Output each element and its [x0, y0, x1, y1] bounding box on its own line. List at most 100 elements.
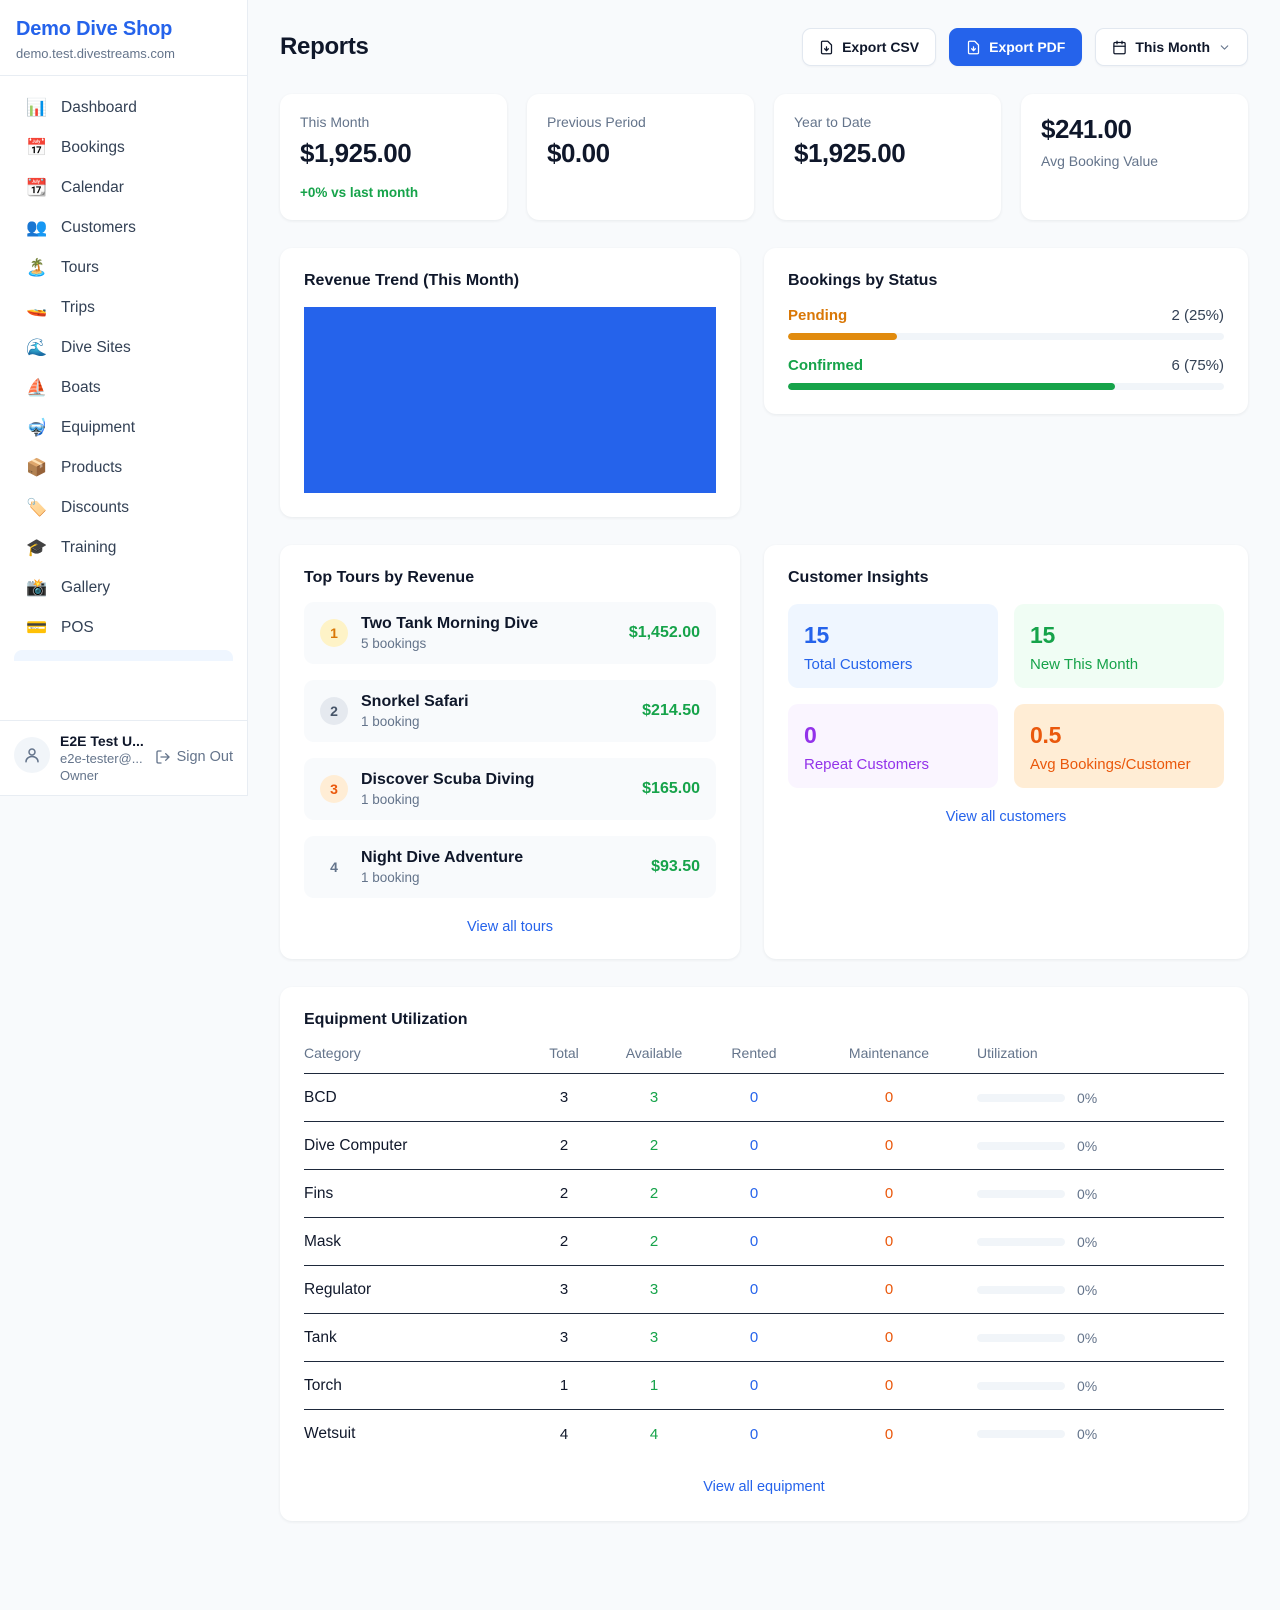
equipment-maintenance: 0: [884, 1425, 894, 1443]
diving-mask-icon: 🤿: [26, 418, 48, 438]
utilization-label: 0%: [1077, 1377, 1098, 1394]
equipment-category: Regulator: [304, 1280, 372, 1298]
sidebar-item-equipment[interactable]: 🤿 Equipment: [12, 408, 235, 448]
utilization-bar: [977, 1381, 1065, 1390]
calendar-icon: 📆: [26, 178, 48, 198]
equipment-maintenance: 0: [884, 1185, 894, 1202]
equipment-rented: 0: [749, 1329, 759, 1346]
sidebar-item-label: Dashboard: [61, 99, 137, 116]
logout-icon: [155, 750, 170, 764]
tour-bookings: 1 booking: [361, 792, 420, 807]
tile-label: Total Customers: [804, 656, 913, 673]
stat-label: This Month: [300, 114, 370, 130]
credit-card-icon: 💳: [26, 618, 48, 638]
sidebar-nav: 📊 Dashboard 📅 Bookings 📆 Calendar 👥 Cust…: [0, 76, 247, 720]
view-all-equipment-link[interactable]: View all equipment: [703, 1479, 825, 1495]
utilization-label: 0%: [1077, 1185, 1098, 1202]
view-all-tours-link[interactable]: View all tours: [467, 919, 553, 935]
col-utilization: Utilization: [977, 1045, 1038, 1061]
sidebar-item-reports-partial[interactable]: [14, 650, 233, 661]
equipment-maintenance: 0: [884, 1089, 894, 1106]
equipment-rented: 0: [749, 1281, 759, 1298]
sidebar-item-label: Trips: [61, 299, 95, 316]
equipment-category: Dive Computer: [304, 1136, 408, 1154]
export-csv-button[interactable]: Export CSV: [802, 28, 937, 66]
stat-value: $1,925.00: [794, 138, 906, 168]
sidebar-item-boats[interactable]: ⛵ Boats: [12, 368, 235, 408]
page-header: Reports Export CSV Export PDF: [280, 28, 1248, 66]
equipment-total: 3: [559, 1329, 569, 1346]
utilization-bar: [977, 1430, 1065, 1438]
sidebar-item-label: Gallery: [61, 579, 111, 596]
tile-value: 15: [804, 622, 829, 648]
main-content: Reports Export CSV Export PDF: [248, 0, 1280, 1521]
sidebar-item-discounts[interactable]: 🏷️ Discounts: [12, 488, 235, 528]
avatar: [14, 737, 50, 773]
tour-bookings: 1 booking: [361, 870, 420, 885]
sidebar-item-products[interactable]: 📦 Products: [12, 448, 235, 488]
status-bar-fill: [788, 333, 897, 340]
utilization-label: 0%: [1077, 1329, 1098, 1346]
equipment-rented: 0: [749, 1377, 759, 1394]
utilization-bar: [977, 1237, 1065, 1246]
stat-label: Previous Period: [547, 114, 646, 130]
equipment-category: Wetsuit: [304, 1425, 356, 1442]
tour-row[interactable]: 3 Discover Scuba Diving 1 booking $165.0…: [304, 758, 716, 820]
equipment-maintenance: 0: [884, 1377, 894, 1394]
equipment-rented: 0: [749, 1089, 759, 1106]
tour-revenue: $214.50: [642, 702, 700, 719]
user-name: E2E Test U...: [60, 733, 144, 749]
equipment-total: 4: [559, 1425, 569, 1443]
stats-row: This Month $1,925.00 +0% vs last month P…: [280, 94, 1248, 220]
export-pdf-label: Export PDF: [989, 39, 1066, 55]
sidebar-item-calendar[interactable]: 📆 Calendar: [12, 168, 235, 208]
equipment-category: Mask: [304, 1232, 342, 1250]
equipment-rented: 0: [749, 1185, 759, 1202]
sidebar-item-training[interactable]: 🎓 Training: [12, 528, 235, 568]
person-icon: [25, 748, 39, 763]
revenue-trend-title: Revenue Trend (This Month): [304, 272, 520, 289]
graduation-cap-icon: 🎓: [26, 538, 48, 558]
utilization-label: 0%: [1077, 1426, 1098, 1442]
equipment-utilization-title: Equipment Utilization: [304, 1011, 468, 1028]
sidebar-item-trips[interactable]: 🚤 Trips: [12, 288, 235, 328]
tour-row[interactable]: 1 Two Tank Morning Dive 5 bookings $1,45…: [304, 602, 716, 664]
sidebar-item-dive-sites[interactable]: 🌊 Dive Sites: [12, 328, 235, 368]
charts-row: Revenue Trend (This Month) Bookings by S…: [280, 248, 1248, 517]
utilization-bar: [977, 1189, 1065, 1198]
tile-label: Repeat Customers: [804, 756, 930, 773]
view-all-customers-link[interactable]: View all customers: [945, 809, 1067, 825]
equipment-total: 2: [559, 1233, 569, 1250]
brand-domain: demo.test.divestreams.com: [16, 46, 175, 61]
utilization-label: 0%: [1077, 1089, 1098, 1106]
bookings-calendar-icon: 📅: [26, 138, 48, 158]
stat-card-avg-booking-value: $241.00 Avg Booking Value: [1021, 94, 1248, 220]
sidebar-item-customers[interactable]: 👥 Customers: [12, 208, 235, 248]
sidebar-item-dashboard[interactable]: 📊 Dashboard: [12, 88, 235, 128]
equipment-total: 1: [559, 1377, 569, 1394]
equipment-available: 2: [649, 1185, 659, 1202]
tour-bookings: 1 booking: [361, 714, 420, 729]
header-actions: Export CSV Export PDF This Month: [802, 28, 1248, 66]
export-pdf-button[interactable]: Export PDF: [949, 28, 1083, 66]
tour-row[interactable]: 4 Night Dive Adventure 1 booking $93.50: [304, 836, 716, 898]
status-label: Confirmed: [788, 357, 863, 374]
stat-value: $1,925.00: [300, 138, 412, 168]
tour-row[interactable]: 2 Snorkel Safari 1 booking $214.50: [304, 680, 716, 742]
camera-icon: 📸: [26, 578, 48, 598]
sidebar-item-bookings[interactable]: 📅 Bookings: [12, 128, 235, 168]
sign-out-button[interactable]: Sign Out: [155, 749, 233, 765]
tile-avg-bookings: 0.5 Avg Bookings/Customer: [1014, 704, 1224, 788]
sidebar-item-label: Equipment: [61, 419, 136, 436]
period-select[interactable]: This Month: [1095, 28, 1248, 66]
tile-value: 0: [804, 722, 817, 748]
stat-card-this-month: This Month $1,925.00 +0% vs last month: [280, 94, 507, 220]
utilization-bar: [977, 1285, 1065, 1294]
utilization-label: 0%: [1077, 1137, 1098, 1154]
brand-name: Demo Dive Shop: [16, 18, 173, 40]
equipment-maintenance: 0: [884, 1233, 894, 1250]
sidebar-item-pos[interactable]: 💳 POS: [12, 608, 235, 648]
sidebar-item-tours[interactable]: 🏝️ Tours: [12, 248, 235, 288]
revenue-trend-chart: [304, 307, 716, 493]
sidebar-item-gallery[interactable]: 📸 Gallery: [12, 568, 235, 608]
